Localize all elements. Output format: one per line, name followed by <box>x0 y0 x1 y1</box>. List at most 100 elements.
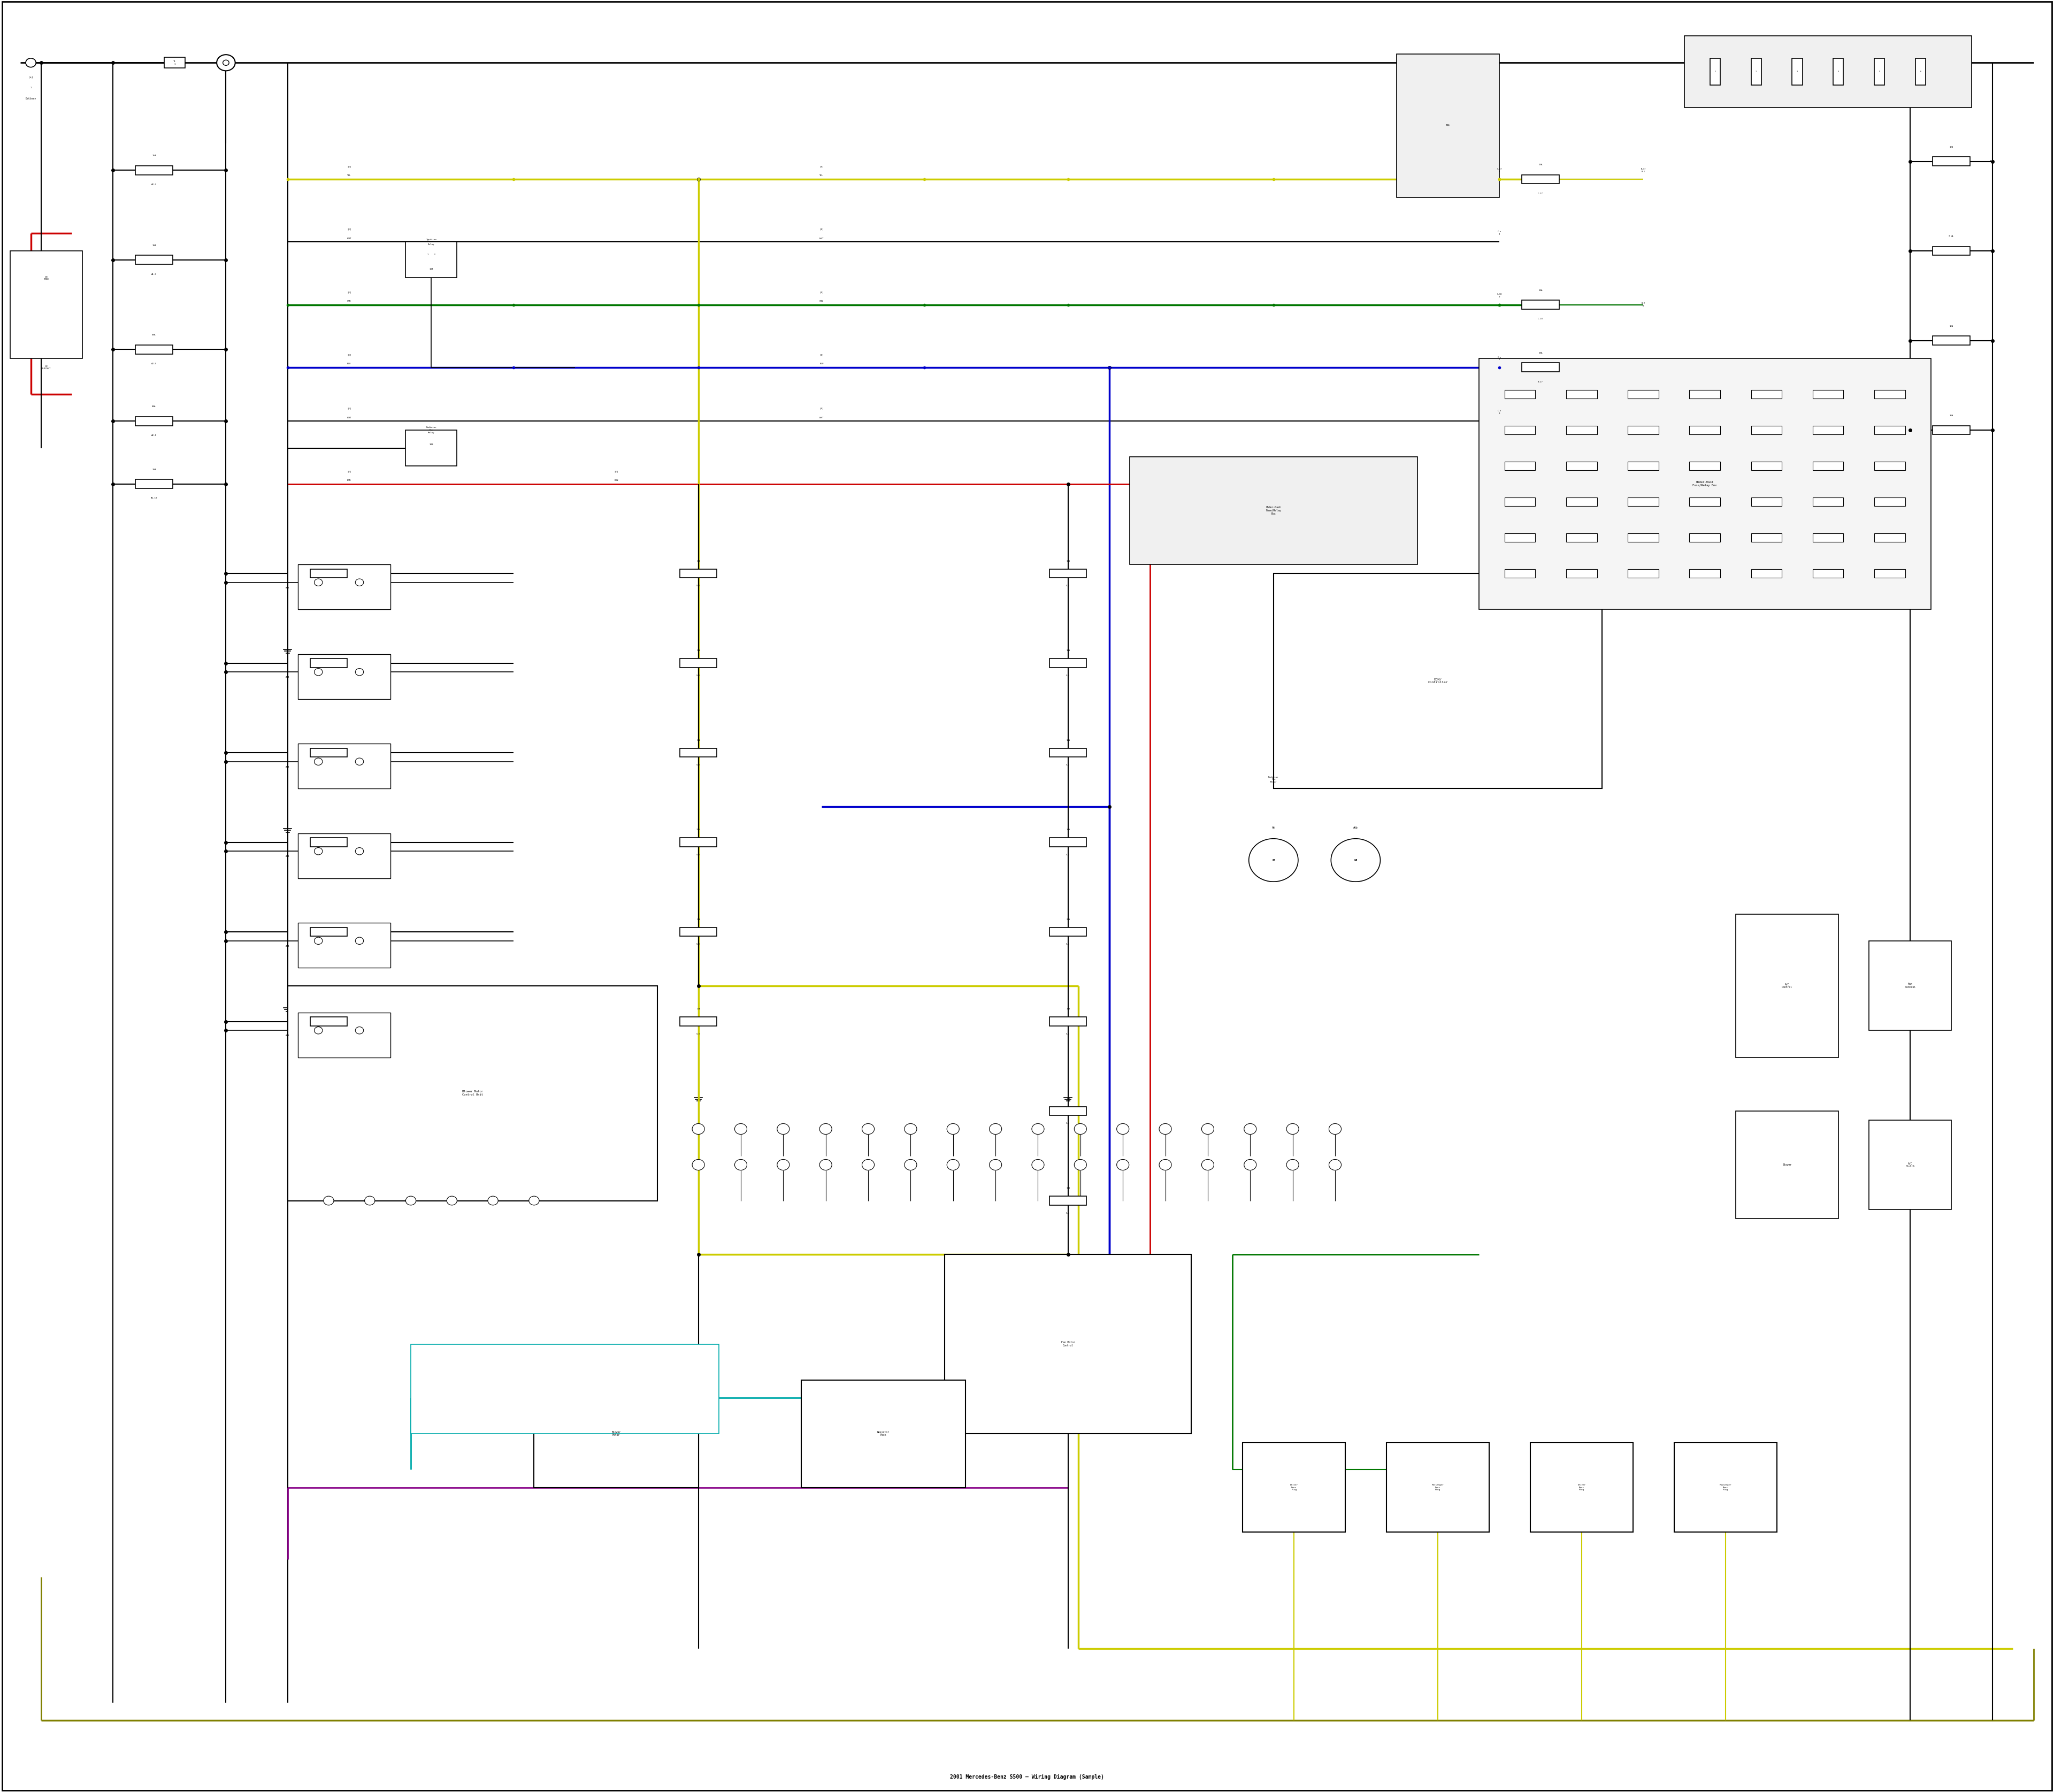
Bar <box>1130 457 1417 564</box>
Bar <box>1522 362 1559 373</box>
Circle shape <box>1117 1159 1130 1170</box>
Bar <box>1627 534 1658 541</box>
Circle shape <box>322 1197 333 1204</box>
Text: M: M <box>1354 858 1358 862</box>
Bar <box>1504 391 1534 398</box>
Bar <box>298 923 390 968</box>
Circle shape <box>1031 1159 1043 1170</box>
Bar <box>1688 570 1721 577</box>
Bar <box>1050 1197 1087 1204</box>
Text: A14: A14 <box>286 586 290 590</box>
Text: Under-Hood
Fuse/Relay Box: Under-Hood Fuse/Relay Box <box>1692 480 1717 487</box>
Circle shape <box>355 1027 364 1034</box>
Bar <box>1736 1111 1838 1219</box>
Bar <box>1933 426 1970 434</box>
Text: B-17: B-17 <box>1538 380 1543 383</box>
Text: T1
1: T1 1 <box>173 61 177 65</box>
Text: [E]: [E] <box>820 165 824 168</box>
Circle shape <box>314 758 322 765</box>
Bar <box>1812 426 1842 434</box>
Circle shape <box>364 1197 376 1204</box>
Circle shape <box>314 848 322 855</box>
Text: 10A: 10A <box>696 649 700 652</box>
Text: A6b: A6b <box>1354 826 1358 830</box>
Bar <box>1050 749 1087 756</box>
Text: B-22: B-22 <box>1990 159 1994 163</box>
Bar <box>1504 570 1534 577</box>
Bar <box>310 749 347 756</box>
Circle shape <box>863 1124 875 1134</box>
Text: 20A: 20A <box>152 468 156 471</box>
Text: A14: A14 <box>286 855 290 858</box>
Bar <box>1479 358 1931 609</box>
Text: S-5: S-5 <box>1066 584 1070 588</box>
Text: A2-2: A2-2 <box>152 183 156 186</box>
Circle shape <box>314 579 322 586</box>
Text: Blower: Blower <box>1783 1163 1791 1167</box>
Text: Blower Motor
Control Unit: Blower Motor Control Unit <box>462 1090 483 1097</box>
Bar <box>1914 57 1925 84</box>
Bar <box>1050 570 1087 577</box>
Circle shape <box>863 1159 875 1170</box>
Bar <box>1832 57 1842 84</box>
Text: 2001 Mercedes-Benz S500 — Wiring Diagram (Sample): 2001 Mercedes-Benz S500 — Wiring Diagram… <box>951 1774 1103 1779</box>
Text: A1-9: A1-9 <box>152 272 156 276</box>
Bar <box>1869 1120 1951 1210</box>
Bar <box>1397 54 1499 197</box>
Bar <box>411 1344 719 1434</box>
Text: 10A: 10A <box>696 1007 700 1011</box>
Bar <box>298 744 390 788</box>
Bar <box>1750 534 1781 541</box>
Bar <box>1812 570 1842 577</box>
Text: C-17
2: C-17 2 <box>1497 168 1501 172</box>
Bar <box>298 1012 390 1057</box>
Circle shape <box>314 668 322 676</box>
Circle shape <box>692 1124 705 1134</box>
Circle shape <box>355 937 364 944</box>
Bar <box>1530 1443 1633 1532</box>
Circle shape <box>990 1124 1002 1134</box>
Text: Passenger
Rear
Plug: Passenger Rear Plug <box>1719 1484 1732 1491</box>
Bar <box>1750 570 1781 577</box>
Text: Under-Dash
Fuse/Relay
Box: Under-Dash Fuse/Relay Box <box>1265 507 1282 514</box>
Bar <box>1688 498 1721 505</box>
Bar <box>1627 570 1658 577</box>
Bar <box>1812 498 1842 505</box>
Bar <box>1565 391 1598 398</box>
Text: [E]
BLK/WHT: [E] BLK/WHT <box>41 366 51 369</box>
Bar <box>680 749 717 756</box>
Bar <box>1873 426 1906 434</box>
Text: B-22: B-22 <box>1990 249 1994 253</box>
Text: WHT: WHT <box>347 416 351 419</box>
Text: (+): (+) <box>29 75 33 79</box>
Text: [E]: [E] <box>820 290 824 294</box>
Bar <box>1050 928 1087 935</box>
Text: GRN: GRN <box>820 299 824 303</box>
Text: 10A: 10A <box>696 559 700 563</box>
Bar <box>136 478 173 487</box>
Circle shape <box>355 848 364 855</box>
Circle shape <box>1117 1124 1130 1134</box>
Circle shape <box>355 758 364 765</box>
Bar <box>1565 426 1598 434</box>
Bar <box>680 570 717 577</box>
Circle shape <box>218 56 234 72</box>
Bar <box>1688 462 1721 470</box>
Bar <box>1933 158 1970 167</box>
Text: 10A: 10A <box>696 918 700 921</box>
Circle shape <box>735 1124 748 1134</box>
Text: S-3: S-3 <box>696 763 700 767</box>
Circle shape <box>1074 1124 1087 1134</box>
Circle shape <box>1031 1124 1043 1134</box>
Text: 15A: 15A <box>1066 559 1070 563</box>
Circle shape <box>1331 839 1380 882</box>
Text: S-5: S-5 <box>1066 763 1070 767</box>
Text: 10A: 10A <box>696 738 700 742</box>
Bar <box>136 254 173 263</box>
Circle shape <box>314 937 322 944</box>
Text: 15A: 15A <box>1066 1186 1070 1190</box>
Bar <box>1504 462 1534 470</box>
Bar <box>1812 391 1842 398</box>
Bar <box>1504 426 1534 434</box>
Text: [E]: [E] <box>347 228 351 231</box>
